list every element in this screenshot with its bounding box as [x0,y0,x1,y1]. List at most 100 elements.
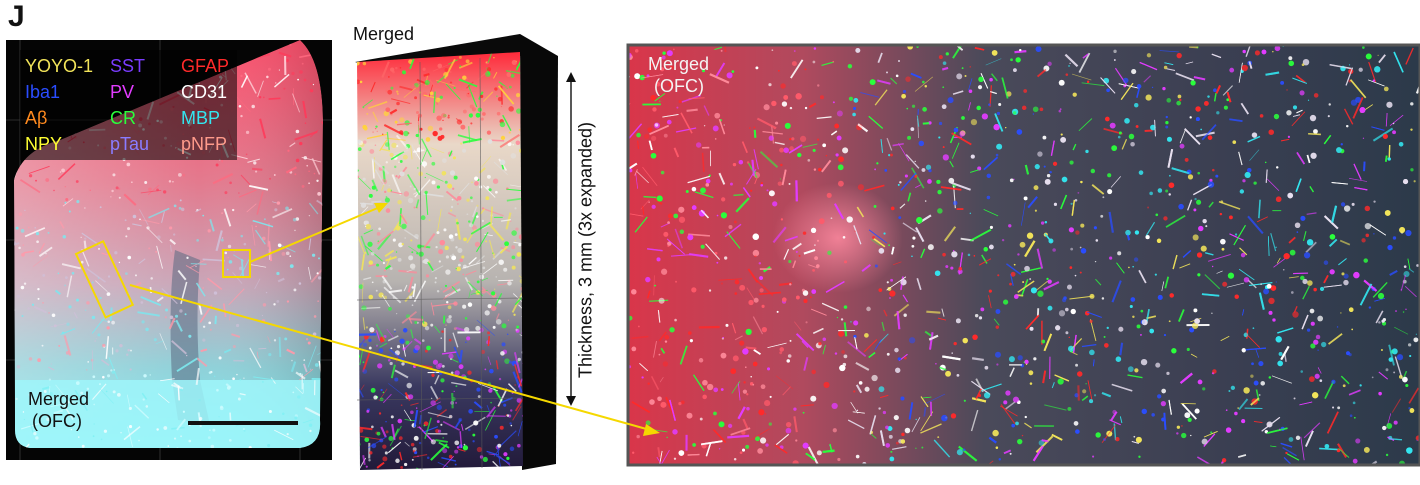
texture-cell [858,381,863,385]
texture-fiber [1280,345,1290,361]
texture-cell [221,212,224,215]
texture-cell [495,318,502,325]
texture-fiber [860,92,880,98]
texture-fiber [801,340,809,348]
texture-cell [506,333,509,336]
texture-cell [390,415,394,419]
texture-cell [983,247,988,252]
texture-fiber [1389,114,1404,126]
texture-cell [1306,328,1311,332]
texture-cell [407,197,414,204]
texture-fiber [1296,152,1306,165]
texture-cell [1157,188,1163,193]
texture-fiber [899,203,906,209]
texture-cell [836,135,842,141]
texture-cell [486,130,492,135]
texture-fiber [735,197,750,213]
texture-cell [1194,197,1197,201]
texture-fiber [643,195,657,199]
texture-cell [1212,369,1217,374]
texture-cell [466,198,470,202]
texture-cell [927,179,932,184]
texture-cell [486,185,490,189]
texture-cell [87,361,89,363]
texture-fiber [991,73,998,82]
texture-fiber [32,255,49,267]
texture-fiber [236,96,251,113]
texture-cell [1080,223,1085,228]
texture-cell [937,189,942,195]
texture-fiber [1111,280,1122,303]
texture-fiber [928,334,939,341]
texture-cell [385,421,387,423]
texture-fiber [195,368,200,386]
texture-cell [752,361,758,367]
texture-cell [173,204,177,208]
texture-fiber [910,72,922,79]
texture-cell [458,417,463,422]
texture-fiber [512,371,523,393]
texture-cell [659,100,661,103]
texture-cell [1415,435,1419,442]
texture-cell [662,361,669,367]
texture-fiber [741,141,748,153]
texture-cell [1219,212,1223,216]
texture-cell [1086,80,1090,83]
texture-cell [1382,425,1387,431]
texture-cell [215,163,219,167]
texture-cell [885,443,891,448]
texture-cell [57,272,60,275]
texture-fiber [653,275,655,296]
texture-fiber [278,337,282,358]
texture-fiber [50,323,68,328]
texture-cell [781,101,788,107]
texture-fiber [358,177,371,190]
legend-pnfp: pNFP [181,134,228,154]
texture-fiber [1265,169,1268,183]
texture-cell [276,299,280,303]
texture-fiber [404,441,410,447]
texture-cell [313,172,316,175]
texture-cell [298,282,302,285]
texture-cell [1181,425,1183,427]
texture-cell [1069,160,1074,165]
texture-cell [1243,387,1250,394]
texture-cell [662,51,666,55]
texture-fiber [1391,398,1402,413]
texture-cell [1336,147,1342,153]
texture-cell [107,320,110,323]
texture-cell [759,288,764,293]
texture-cell [1225,427,1232,433]
texture-cell [1169,293,1174,298]
texture-cell [511,360,517,367]
texture-cell [1085,149,1089,154]
texture-cell [810,227,817,233]
texture-cell [146,226,150,230]
texture-fiber [381,61,390,78]
texture-cell [397,199,402,205]
texture-fiber [272,208,293,219]
texture-cell [92,435,95,438]
texture-cell [779,178,782,180]
texture-fiber [450,358,459,363]
texture-cell [509,422,512,425]
texture-fiber [410,329,414,339]
texture-fiber [492,386,503,403]
texture-cell [705,178,711,184]
texture-cell [1136,84,1142,89]
texture-cell [458,263,461,267]
texture-cell [1288,60,1294,67]
texture-fiber [228,288,245,306]
texture-cell [227,256,230,259]
texture-cell [470,122,473,125]
texture-cell [430,439,436,445]
texture-cell [357,175,359,179]
texture-cell [380,341,382,343]
texture-fiber [639,363,648,372]
texture-fiber [408,316,413,324]
texture-fiber [753,349,761,355]
texture-cell [1309,114,1317,122]
texture-cell [1157,294,1163,300]
texture-cell [809,296,812,298]
texture-fiber [1172,254,1178,270]
